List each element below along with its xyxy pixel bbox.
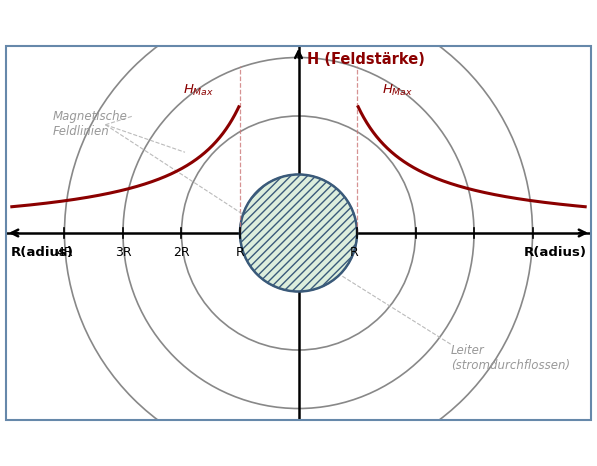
Text: Leiter
(stromdurchflossen): Leiter (stromdurchflossen)	[451, 344, 570, 372]
Text: R(adius): R(adius)	[524, 246, 586, 259]
Text: $H_{Max}$: $H_{Max}$	[183, 83, 215, 98]
Circle shape	[240, 174, 357, 292]
Text: 4R: 4R	[56, 246, 73, 259]
Text: 2R: 2R	[173, 246, 190, 259]
Text: H (Feldstärke): H (Feldstärke)	[307, 52, 425, 67]
Text: 3R: 3R	[115, 246, 131, 259]
Text: $H_{Max}$: $H_{Max}$	[382, 83, 414, 98]
Text: R(adius): R(adius)	[11, 246, 73, 259]
Text: Magnetische
Feldlinien: Magnetische Feldlinien	[53, 110, 128, 138]
Text: R: R	[350, 246, 358, 259]
Text: R: R	[236, 246, 244, 259]
